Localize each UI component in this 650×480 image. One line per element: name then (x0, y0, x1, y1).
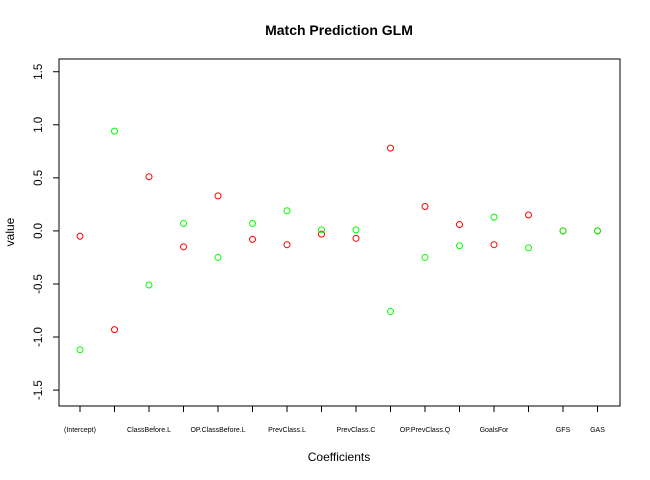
data-point (490, 241, 498, 249)
x-tick-label: GoalsFor (480, 427, 509, 434)
data-point (525, 211, 532, 219)
x-axis: (Intercept) ClassBefore.L OP.ClassBefore.L… (64, 406, 605, 434)
data-point (456, 221, 463, 229)
data-point (456, 242, 463, 250)
data-point (283, 241, 291, 249)
x-tick-label: ClassBefore.L (127, 427, 171, 434)
y-tick-label: 1.0 (33, 117, 45, 133)
data-point (249, 219, 256, 227)
chart-title: Match Prediction GLM (265, 22, 413, 38)
data-point (145, 173, 153, 181)
y-tick-label: 1.5 (33, 64, 45, 80)
x-tick-label: PrevClass.L (268, 427, 306, 434)
data-point (525, 244, 532, 252)
data-point (249, 235, 256, 243)
data-point (318, 230, 325, 238)
data-point (214, 192, 222, 200)
data-point (214, 253, 222, 261)
data-points (76, 127, 601, 354)
data-point (559, 227, 567, 235)
data-point (111, 326, 118, 334)
data-point (111, 127, 118, 135)
x-tick-label: OP.PrevClass.Q (400, 427, 451, 434)
data-point (421, 253, 429, 261)
data-point (180, 243, 187, 251)
data-point (490, 213, 498, 221)
data-point (594, 227, 601, 235)
x-tick-label: OP.ClassBefore.L (190, 427, 245, 434)
x-tick-label: GFS (556, 427, 571, 434)
x-tick-label: GAS (590, 427, 605, 434)
data-point (352, 234, 360, 242)
y-tick-label: 0.5 (33, 170, 45, 186)
data-point (352, 226, 360, 234)
data-point (283, 207, 291, 215)
y-axis-label: value (3, 217, 17, 246)
x-tick-label: PrevClass.C (337, 427, 376, 434)
y-tick-label: 0.0 (33, 223, 45, 239)
data-point (76, 346, 84, 354)
data-point (180, 219, 187, 227)
data-point (76, 232, 84, 240)
y-tick-label: -0.5 (33, 274, 45, 294)
data-point (387, 144, 394, 152)
y-axis: 1.5 1.0 0.5 0.0 -0.5 -1.0 -1.5 (33, 64, 59, 400)
data-point (318, 226, 325, 234)
data-point (145, 281, 153, 289)
y-tick-label: -1.0 (33, 327, 45, 347)
x-tick-label: (Intercept) (64, 427, 96, 434)
plot-frame (58, 58, 621, 407)
y-tick-label: -1.5 (33, 380, 45, 400)
data-point (387, 308, 394, 316)
data-point (421, 203, 429, 211)
x-axis-label: Coefficients (308, 450, 370, 464)
